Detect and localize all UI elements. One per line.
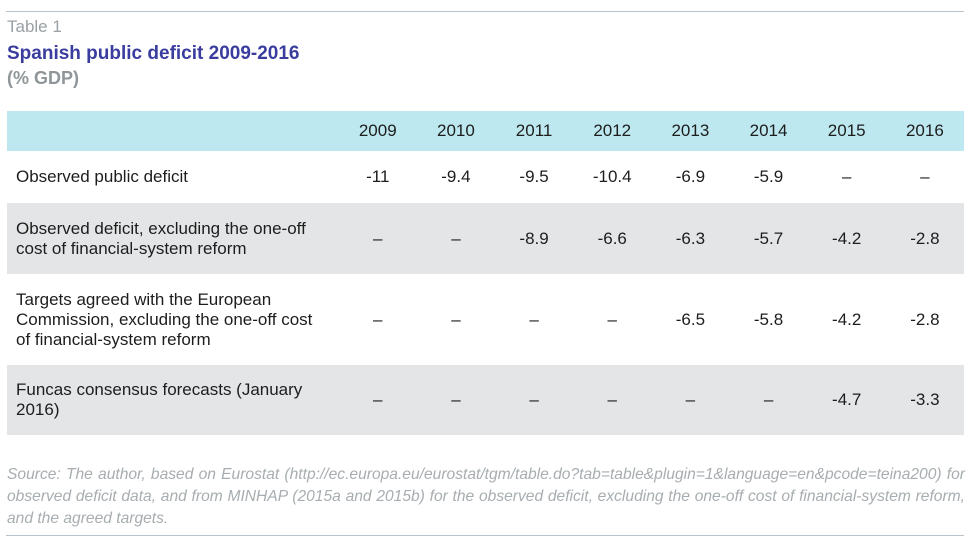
table-cell: –: [451, 390, 461, 409]
table-cell: -3.3: [910, 390, 940, 409]
table-number-label: Table 1: [7, 17, 62, 36]
table-cell: -2.8: [910, 228, 940, 248]
row-label: Observed public deficit: [16, 167, 188, 186]
table-row: Targets agreed with the European Commiss…: [7, 274, 964, 365]
table-cell: -6.6: [597, 228, 627, 248]
table-cell: -5.8: [753, 309, 784, 329]
table-unit-subtitle: (% GDP): [7, 68, 79, 88]
table-cell: –: [607, 390, 617, 409]
table-cell: –: [685, 390, 696, 409]
header-label-cell: [7, 111, 339, 151]
table-cell: -5.7: [753, 228, 784, 248]
column-header: 2011: [515, 121, 553, 140]
column-header: 2016: [905, 121, 944, 140]
top-rule: [6, 11, 964, 12]
column-header: 2012: [593, 121, 632, 140]
table-row: Funcas consensus forecasts (January 2016…: [7, 365, 964, 435]
table-cell: –: [841, 167, 852, 186]
table-cell: –: [373, 309, 383, 329]
column-header: 2015: [827, 121, 866, 140]
table-cell: -5.9: [753, 167, 784, 186]
table-cell: –: [529, 309, 539, 329]
table-row: Observed deficit, excluding the one-off …: [7, 203, 964, 274]
table-cell: -6.5: [675, 309, 706, 329]
row-label: Observed deficit, excluding the one-off …: [16, 218, 306, 258]
table-cell: -8.9: [519, 228, 549, 248]
row-label: Targets agreed with the European Commiss…: [16, 289, 313, 349]
table-cell: -4.2: [832, 228, 862, 248]
table-cell: –: [920, 167, 930, 186]
table-cell: -9.5: [519, 167, 549, 186]
table-cell: –: [451, 309, 461, 329]
row-label: Funcas consensus forecasts (January 2016…: [16, 380, 303, 419]
bottom-rule: [6, 535, 964, 536]
source-note: Source: The author, based on Eurostat (h…: [7, 466, 965, 527]
column-header: 2013: [671, 121, 710, 140]
table-row: Observed public deficit -11 -9.4 -9.5 -1…: [7, 151, 964, 203]
table-cell: -9.4: [441, 167, 471, 186]
table-cell: -11: [366, 167, 390, 186]
table-cell: –: [529, 390, 539, 409]
table-cell: –: [607, 309, 617, 329]
column-header: 2010: [437, 121, 475, 140]
table-cell: -4.2: [832, 309, 862, 329]
table-cell: -6.3: [675, 228, 706, 248]
table-title: Spanish public deficit 2009-2016: [7, 43, 300, 64]
table-cell: –: [373, 228, 383, 248]
header-row: 2009 2010 2011 2012 2013 2014 2015 2016: [7, 111, 964, 151]
table-cell: -10.4: [592, 167, 632, 186]
deficit-table: 2009 2010 2011 2012 2013 2014 2015 2016 …: [7, 111, 964, 435]
table-cell: –: [451, 228, 461, 248]
table-cell: -4.7: [832, 390, 862, 409]
table-cell: -2.8: [910, 309, 940, 329]
column-header: 2009: [358, 121, 397, 140]
column-header: 2014: [749, 121, 788, 140]
table-cell: -6.9: [675, 167, 706, 186]
table-cell: –: [373, 390, 383, 409]
table-cell: –: [763, 390, 774, 409]
